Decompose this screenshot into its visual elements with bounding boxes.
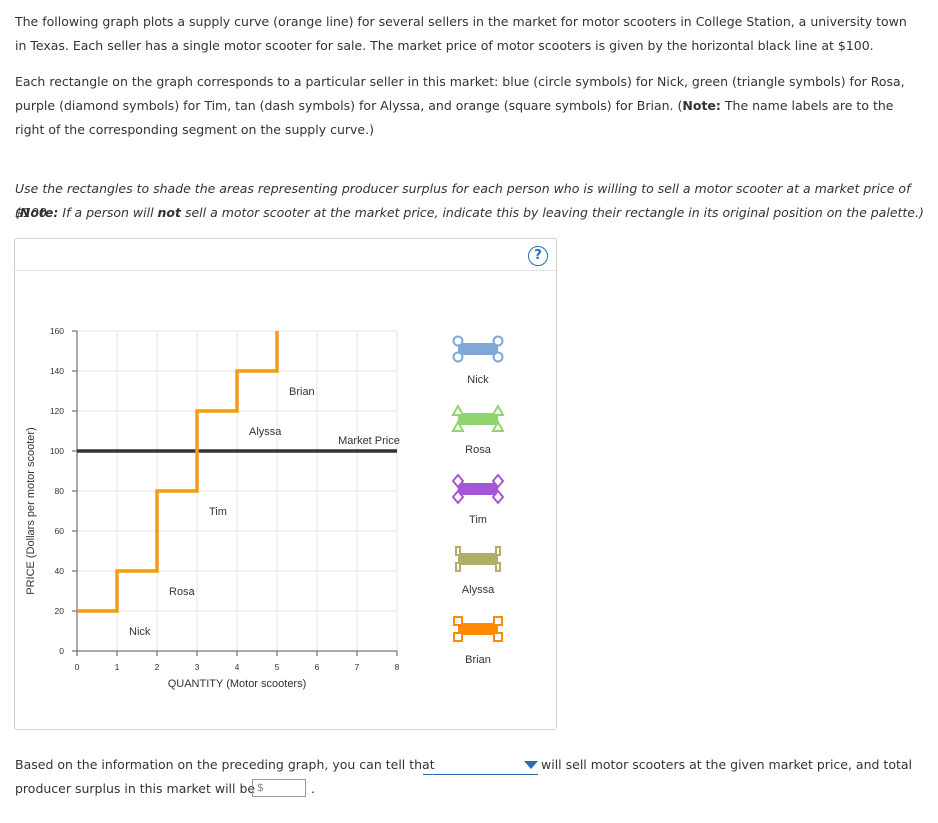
x-axis-title: QUANTITY (Motor scooters) (168, 678, 307, 690)
y-tick-label: 100 (50, 446, 64, 456)
dash-marker-icon[interactable] (455, 546, 461, 556)
seller-label-nick: Nick (129, 626, 151, 638)
x-tick-label: 0 (75, 662, 80, 672)
triangle-marker-icon[interactable] (451, 403, 465, 416)
triangle-marker-icon[interactable] (491, 419, 505, 432)
currency-symbol: $ (257, 781, 264, 794)
panel-divider (15, 270, 556, 271)
seller-label-alyssa: Alyssa (249, 426, 282, 438)
palette-rect-tim[interactable] (458, 483, 498, 495)
triangle-marker-icon[interactable] (451, 419, 465, 432)
y-tick-label: 40 (55, 566, 65, 576)
sellers-dropdown[interactable] (423, 757, 538, 775)
x-tick-label: 6 (315, 662, 320, 672)
y-tick-label: 160 (50, 326, 64, 336)
question-line-1: Based on the information on the precedin… (15, 757, 435, 772)
dash-marker-icon[interactable] (495, 562, 501, 572)
diamond-marker-icon[interactable] (491, 473, 505, 489)
palette-rect-rosa[interactable] (458, 413, 498, 425)
palette-label-brian: Brian (465, 654, 491, 666)
diamond-marker-icon[interactable] (451, 473, 465, 489)
x-tick-label: 4 (235, 662, 240, 672)
y-axis-title: PRICE (Dollars per motor scooter) (25, 427, 37, 595)
market-price-label: Market Price (338, 435, 400, 447)
supply-curve (77, 331, 279, 613)
palette-item-rosa[interactable]: Rosa (451, 403, 505, 456)
palette-rect-nick[interactable] (458, 343, 498, 355)
y-tick-label: 80 (55, 486, 65, 496)
seller-label-rosa: Rosa (169, 586, 196, 598)
circle-marker-icon[interactable] (452, 351, 464, 363)
x-tick-label: 7 (355, 662, 360, 672)
diamond-marker-icon[interactable] (491, 489, 505, 505)
help-icon[interactable]: ? (528, 246, 548, 266)
circle-marker-icon[interactable] (492, 351, 504, 363)
y-tick-label: 20 (55, 606, 65, 616)
dash-marker-icon[interactable] (495, 546, 501, 556)
y-tick-label: 0 (59, 646, 64, 656)
circle-marker-icon[interactable] (452, 335, 464, 347)
description-paragraph: Each rectangle on the graph corresponds … (15, 74, 905, 137)
intro-paragraph: The following graph plots a supply curve… (15, 14, 907, 53)
palette-label-tim: Tim (469, 514, 487, 526)
triangle-marker-icon[interactable] (491, 403, 505, 416)
chevron-down-icon[interactable] (524, 761, 538, 769)
palette-item-tim[interactable]: Tim (451, 473, 505, 526)
y-tick-label: 60 (55, 526, 65, 536)
y-tick-label: 140 (50, 366, 64, 376)
diamond-marker-icon[interactable] (451, 489, 465, 505)
producer-surplus-input[interactable]: $ (252, 779, 306, 797)
seller-label-tim: Tim (209, 506, 227, 518)
supply-chart[interactable]: 0 20 40 60 80 100 120 140 160 0 1 2 3 4 5 6 7 8 QUANTITY (… (15, 239, 556, 729)
y-tick-label: 120 (50, 406, 64, 416)
palette-label-alyssa: Alyssa (462, 584, 495, 596)
question-period: . (311, 781, 315, 796)
palette-label-rosa: Rosa (465, 444, 492, 456)
x-tick-label: 2 (155, 662, 160, 672)
palette-rect-brian[interactable] (458, 623, 498, 635)
graph-panel: ? 0 20 40 60 80 100 120 140 160 0 1 2 3 4 5 6 7 8 QUANTITY… (14, 238, 557, 730)
x-tick-label: 5 (275, 662, 280, 672)
square-marker-icon[interactable] (493, 616, 503, 626)
question-line-1-end: will sell motor scooters at the given ma… (541, 757, 912, 772)
x-tick-label: 3 (195, 662, 200, 672)
x-tick-label: 1 (115, 662, 120, 672)
palette-item-alyssa[interactable]: Alyssa (455, 546, 501, 596)
square-marker-icon[interactable] (453, 632, 463, 642)
seller-label-brian: Brian (289, 386, 315, 398)
instruction-line: Use the rectangles to shade the areas re… (15, 181, 911, 220)
palette-rect-alyssa[interactable] (458, 553, 498, 565)
square-marker-icon[interactable] (453, 616, 463, 626)
palette-item-nick[interactable]: Nick (452, 335, 504, 387)
x-tick-label: 8 (395, 662, 400, 672)
circle-marker-icon[interactable] (492, 335, 504, 347)
palette-label-nick: Nick (467, 374, 489, 386)
dash-marker-icon[interactable] (455, 562, 461, 572)
palette-item-brian[interactable]: Brian (453, 616, 503, 666)
instruction-note: (Note: If a person will not sell a motor… (15, 205, 924, 220)
question-line-2: producer surplus in this market will be (15, 781, 256, 796)
square-marker-icon[interactable] (493, 632, 503, 642)
